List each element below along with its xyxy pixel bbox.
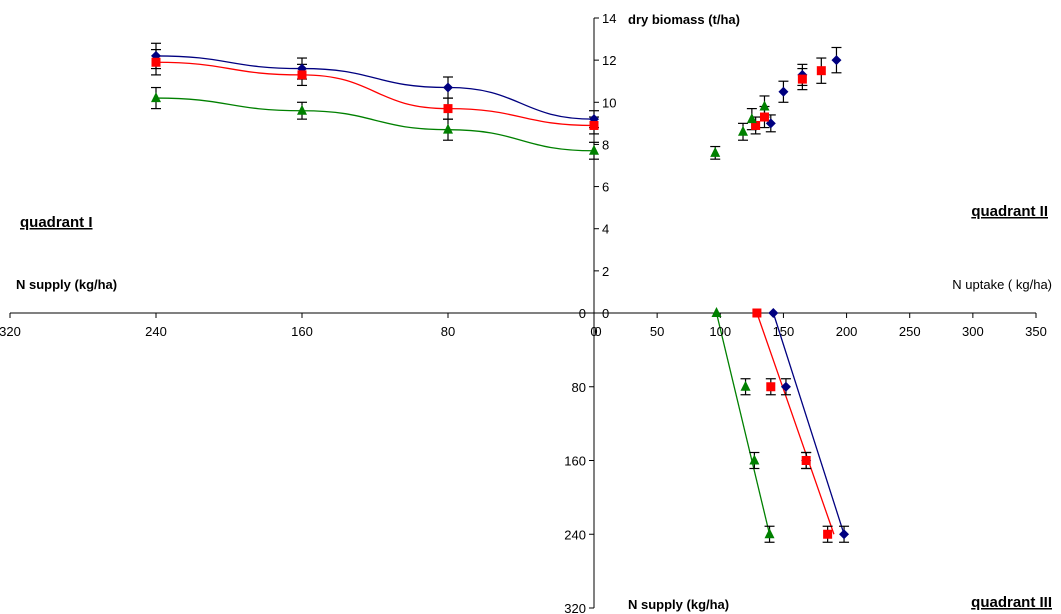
quadrant-3-data-point [823,529,833,539]
uptake-tick-label: 100 [709,324,731,339]
quadrant-3-data-point [749,454,760,465]
quadrant-3-series-line [715,312,771,535]
uptake-tick-label: 250 [899,324,921,339]
quadrant-1-data-point [443,82,453,93]
bottom-axis-title: N supply (kg/ha) [628,597,729,612]
quadrant-1-series-line [155,97,595,152]
quadrant-2-data-point [751,120,761,130]
uptake-tick-label: 150 [773,324,795,339]
quadrant-2-data-point [710,146,721,157]
uptake-tick-label: 50 [650,324,664,339]
biomass-tick-label: 12 [602,53,616,68]
quadrant-1-data-point [589,120,599,130]
left-x-axis-title: N supply (kg/ha) [16,277,117,292]
uptake-tick-label: 0 [594,324,601,339]
biomass-tick-label: 2 [602,264,609,279]
down-supply-tick-label: 80 [572,380,586,395]
quadrant-3-data-point [740,380,751,391]
quadrant-2-data-point [816,66,826,76]
y-axis-title: dry biomass (t/ha) [628,12,740,27]
biomass-tick-label: 8 [602,137,609,152]
quadrant-3-data-point [780,381,791,392]
origin-tick-label: 0 [579,306,586,321]
biomass-tick-label: 4 [602,222,609,237]
quadrant-2-data-point [797,74,807,84]
quadrant-1-data-point [297,104,307,115]
left-supply-tick-label: 320 [0,324,21,339]
quadrant-3-data-point [768,308,779,318]
quadrant-1-data-point [443,104,453,114]
quadrant-3-data-point [801,456,811,465]
left-supply-tick-label: 80 [441,324,455,339]
uptake-tick-label: 200 [836,324,858,339]
quadrant-2-data-point [778,86,789,97]
quadrant-1-data-point [589,144,599,155]
quadrant-3-data-point [839,529,850,540]
quadrant-1-data-point [443,123,453,134]
uptake-tick-label: 350 [1025,324,1047,339]
axes-layer [9,17,1037,609]
data-points-layer [151,50,850,540]
quadrant-3-data-point [711,307,722,317]
quadrant-1-series-line [155,55,595,120]
biomass-tick-label: 0 [602,306,609,321]
error-bars-layer [151,42,850,543]
quadrant-1-series-line [155,61,595,127]
quadrant-3-data-point [766,382,776,392]
right-x-axis-title: N uptake ( kg/ha) [952,277,1052,292]
quadrant-2-data-point [759,112,769,122]
down-supply-tick-label: 160 [564,454,586,469]
quadrant-2-label: quadrant II [971,203,1048,220]
left-supply-tick-label: 240 [145,324,167,339]
quadrant-3-data-point [764,528,775,539]
quadrant-1-data-point [151,57,161,67]
quadrant-2-data-point [738,125,749,136]
quadrant-3-data-point [752,308,762,318]
biomass-tick-label: 6 [602,180,609,195]
quadrant-3-label: quadrant III [971,594,1052,611]
quadrant-2-data-point [746,113,757,124]
left-supply-tick-label: 160 [291,324,313,339]
uptake-tick-label: 300 [962,324,984,339]
quadrant-3-series-line [772,312,845,535]
down-supply-tick-label: 320 [564,601,586,614]
left-supply-tick-label: 0 [590,324,597,339]
series-lines-layer [155,55,845,535]
biomass-tick-label: 14 [602,11,616,26]
down-supply-tick-label: 240 [564,527,586,542]
biomass-tick-label: 10 [602,95,616,110]
quadrant-1-label: quadrant I [20,214,93,231]
quadrant-2-data-point [831,55,842,66]
quadrant-1-data-point [151,92,161,103]
quadrant-1-data-point [297,70,307,80]
quadrant-3-series-line [756,312,835,535]
quadrant-2-data-point [759,100,770,111]
